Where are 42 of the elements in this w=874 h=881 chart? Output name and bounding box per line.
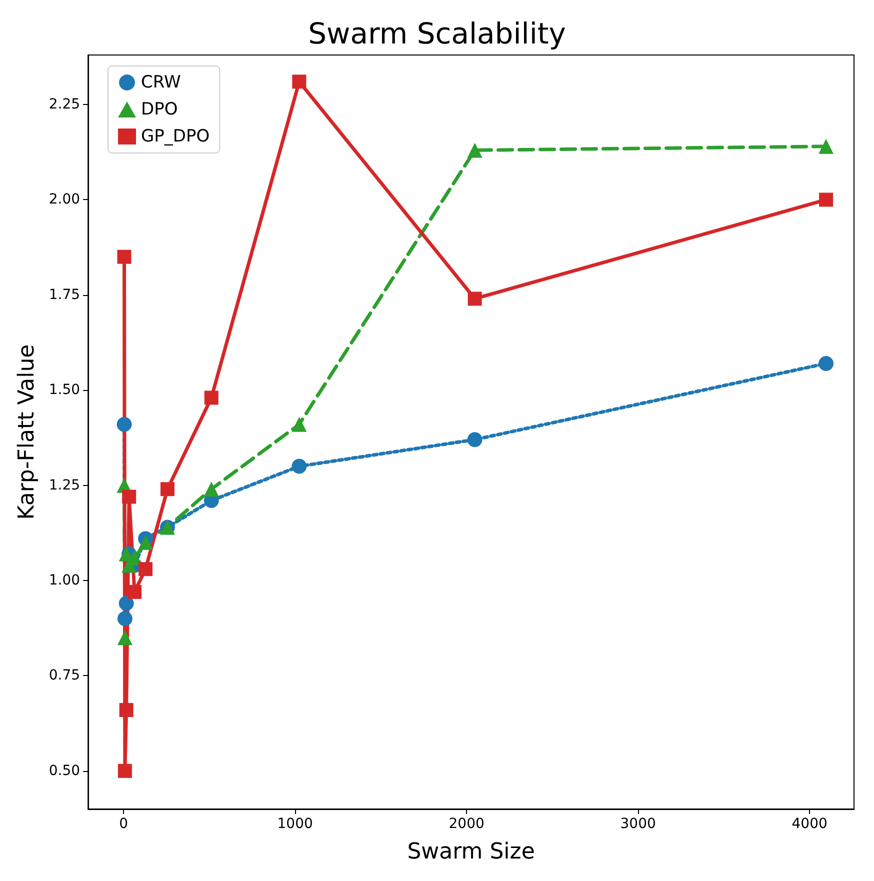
- point: [292, 458, 307, 474]
- y-tick-label: 2.25: [48, 96, 80, 113]
- point: [119, 702, 134, 717]
- y-axis-title: Karp-Flatt Value: [14, 344, 40, 520]
- chart-title: Swarm Scalability: [308, 16, 566, 50]
- point: [118, 596, 134, 611]
- point: [468, 292, 482, 306]
- x-tick-label: 4000: [792, 816, 828, 832]
- x-axis-title: Swarm Size: [407, 840, 535, 864]
- point: [116, 416, 132, 432]
- point: [128, 584, 142, 599]
- y-tick-label: 0.75: [48, 668, 80, 684]
- point: [292, 416, 307, 432]
- point: [467, 142, 482, 158]
- point: [818, 138, 834, 154]
- y-tick-label: 0.50: [48, 762, 80, 779]
- x-tick-label: 1000: [277, 816, 313, 832]
- point: [122, 490, 136, 504]
- point: [204, 482, 219, 497]
- legend-label: DPO: [141, 100, 178, 120]
- point: [204, 390, 218, 405]
- x-tick-label: 2000: [448, 816, 484, 832]
- point: [818, 356, 834, 371]
- y-tick-label: 1.75: [48, 286, 80, 303]
- y-tick-label: 1.50: [48, 382, 80, 398]
- x-tick-label: 0: [119, 816, 128, 832]
- point: [467, 432, 482, 448]
- point: [117, 630, 132, 646]
- x-tick-label: 3000: [620, 816, 656, 832]
- point: [118, 764, 132, 778]
- legend-label: CRW: [141, 72, 181, 92]
- y-tick-label: 1.25: [48, 477, 80, 494]
- point: [819, 192, 834, 207]
- y-tick-label: 2.00: [48, 192, 80, 208]
- point: [292, 74, 306, 89]
- point: [160, 482, 174, 496]
- point: [117, 611, 132, 626]
- point: [138, 534, 154, 550]
- point: [117, 250, 132, 264]
- legend-label: GP_DPO: [141, 126, 210, 146]
- y-tick-label: 1.00: [48, 572, 80, 589]
- point: [138, 562, 153, 576]
